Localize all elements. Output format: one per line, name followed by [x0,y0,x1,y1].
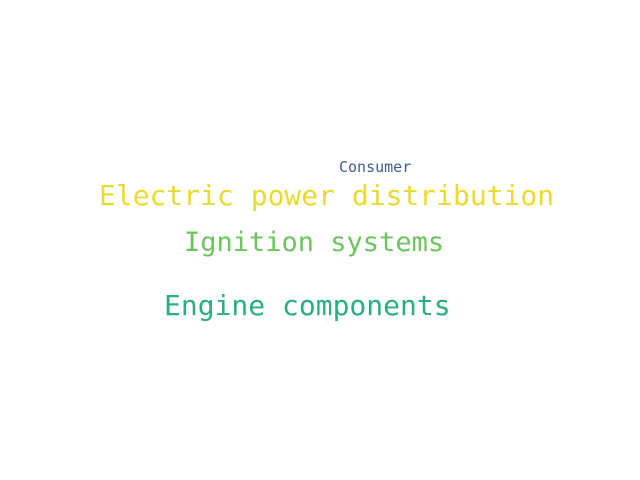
word-consumer: Consumer [339,158,412,176]
word-engine-components: Engine components [164,289,451,322]
word-ignition-systems: Ignition systems [184,227,445,258]
word-electric-power-distribution: Electric power distribution [99,179,555,212]
